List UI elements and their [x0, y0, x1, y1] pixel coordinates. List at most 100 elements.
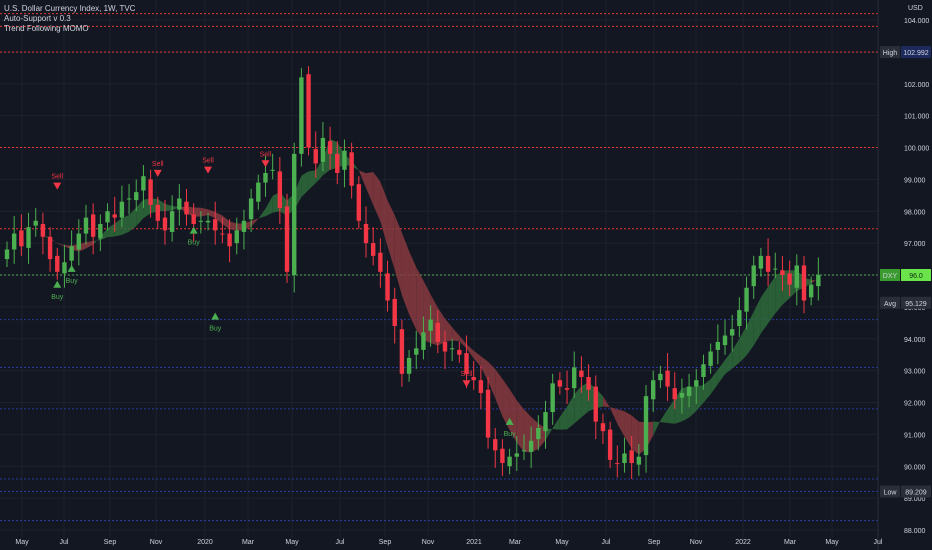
candle-body	[90, 214, 96, 237]
candle-body	[148, 179, 153, 205]
candle-body	[126, 198, 132, 200]
momo-band-segment	[258, 208, 266, 219]
momo-band-segment	[725, 350, 733, 375]
candle-body	[579, 370, 584, 377]
candle-body	[198, 220, 204, 222]
momo-band-segment	[732, 338, 740, 369]
momo-band-segment	[444, 318, 453, 342]
time-axis: May Jul Sep Nov 2020 Mar May Jul Sep Nov 2021 Mar Ma…	[15, 539, 883, 546]
momo-band-segment	[502, 378, 510, 431]
buy-signal-marker	[211, 312, 220, 320]
candle-body	[155, 204, 160, 221]
candle-body	[449, 348, 455, 350]
indicator-trend-following-momo[interactable]: Trend Following MOMO	[4, 24, 89, 33]
sell-signal-label: Sell	[51, 174, 63, 181]
candle-body	[306, 74, 311, 148]
sell-signal-label: Sell	[202, 158, 214, 165]
candle-body	[572, 367, 577, 389]
momo-band-segment	[164, 203, 173, 211]
momo-band-segment	[480, 356, 489, 382]
price-tick-label: 98.000	[904, 209, 926, 216]
current-badge-label-bg	[880, 269, 900, 281]
momo-band-segment	[358, 170, 366, 188]
candle-body	[112, 214, 117, 218]
buy-signal-label: Buy	[504, 431, 517, 438]
low-badge-value-bg	[901, 485, 931, 498]
momo-band-segment	[301, 171, 309, 198]
price-tick-label: 92.000	[904, 401, 926, 408]
momo-band-segment	[200, 207, 209, 217]
candle-body	[327, 141, 333, 154]
time-tick-label: Nov	[150, 539, 163, 546]
price-tick-label: 93.000	[904, 369, 926, 376]
candle-body	[169, 211, 175, 232]
momo-band-segment	[746, 311, 754, 356]
time-tick-label: Sep	[379, 539, 392, 546]
momo-band-segment	[703, 379, 711, 403]
candle-body	[270, 169, 275, 171]
candle-body	[500, 448, 505, 464]
candle-body	[773, 268, 778, 270]
momo-band-segment	[401, 232, 410, 315]
time-tick-label: May	[555, 539, 569, 546]
momo-band-segment	[624, 411, 632, 449]
candle-body	[392, 298, 397, 326]
candle-body	[4, 249, 10, 260]
symbol-title: U.S. Dollar Currency Index, 1W, TVC	[4, 4, 136, 13]
momo-band-segment	[552, 416, 560, 430]
high-badge-label: High	[883, 50, 898, 57]
sell-signal-marker	[462, 380, 471, 388]
avg-badge-value: 95.129	[905, 301, 927, 308]
candle-body	[349, 152, 354, 186]
time-tick-label: Jul	[60, 539, 69, 546]
price-tick-label: 101.000	[904, 114, 929, 121]
candle-body	[313, 149, 318, 164]
momo-band-segment	[488, 361, 496, 399]
candle-body	[478, 380, 484, 393]
sell-signal-label: Sell	[461, 371, 473, 378]
candle-body	[586, 377, 591, 390]
avg-badge-label-bg	[880, 296, 900, 309]
candle-body	[335, 153, 340, 173]
candle-body	[737, 310, 742, 326]
candle-body	[26, 227, 31, 248]
candle-body	[787, 273, 792, 285]
momo-band-segment	[93, 236, 101, 245]
candle-body	[263, 173, 268, 183]
candle-body	[615, 463, 620, 465]
candle-body	[205, 220, 211, 223]
candle-body	[816, 275, 821, 287]
time-tick-label: Sep	[648, 539, 661, 546]
candle-body	[119, 201, 125, 218]
candle-body	[141, 176, 146, 191]
buy-signal-marker	[53, 280, 62, 288]
momo-band-segment	[387, 200, 395, 270]
momo-band-segment	[129, 207, 137, 232]
candle-body	[622, 453, 627, 464]
indicator-auto-support[interactable]: Auto-Support v 0.3	[4, 14, 71, 23]
candle-body	[758, 255, 764, 269]
sell-signal-label: Sell	[152, 161, 164, 168]
momo-band-segment	[222, 215, 230, 230]
momo-band-segment	[229, 221, 237, 231]
price-tick-label: 99.000	[904, 177, 926, 184]
candle-body	[177, 198, 182, 210]
momo-band-segment	[208, 209, 216, 219]
sell-signal-marker	[153, 169, 162, 177]
candle-body	[744, 287, 749, 312]
avg-badge-label: Avg	[884, 301, 896, 308]
candle-body	[421, 332, 426, 350]
candle-body	[636, 456, 642, 465]
candle-body	[277, 171, 283, 209]
candle-body	[435, 322, 440, 342]
momo-band-segment	[667, 398, 675, 424]
candle-body	[629, 450, 634, 464]
momo-band-segment	[366, 171, 374, 205]
candle-body	[701, 364, 706, 377]
candle-body	[370, 243, 376, 256]
time-tick-label: Nov	[690, 539, 703, 546]
momo-band-segment	[107, 223, 115, 238]
price-tick-label: 88.000	[904, 528, 926, 535]
candle-body	[62, 262, 67, 274]
